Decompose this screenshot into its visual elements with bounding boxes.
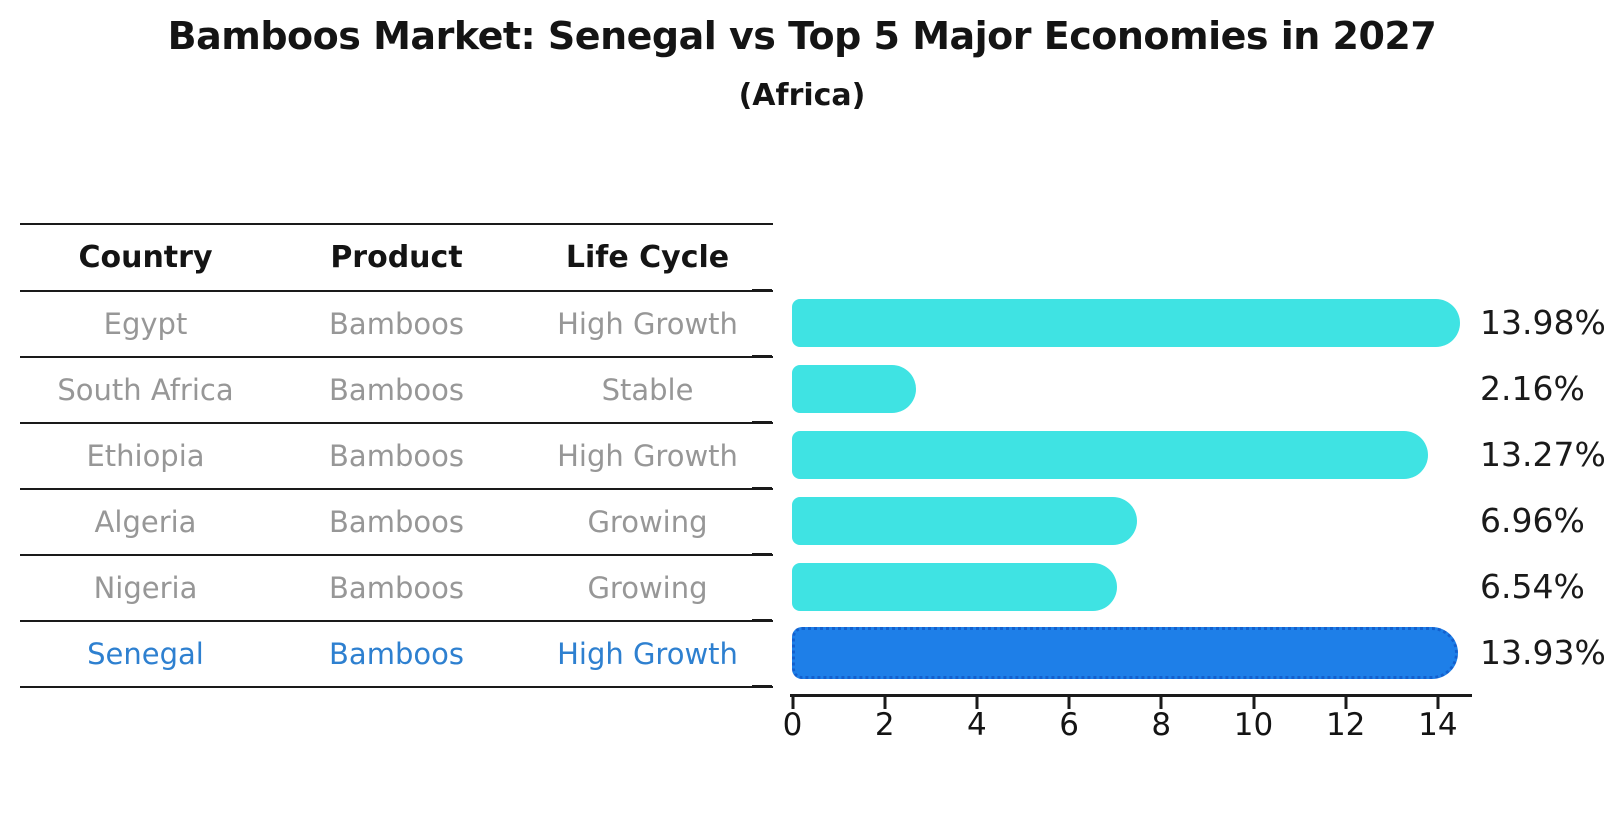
- cell-lifecycle: High Growth: [557, 637, 738, 671]
- x-tick: [1159, 697, 1163, 709]
- cell-lifecycle: Growing: [587, 571, 708, 605]
- table-row-egypt: Egypt Bamboos High Growth: [20, 292, 773, 358]
- x-tick: [975, 697, 979, 709]
- cell-product: Bamboos: [329, 505, 464, 539]
- y-tick: [752, 355, 772, 357]
- x-tick-label: 12: [1325, 707, 1366, 743]
- column-header-product: Product: [330, 240, 463, 275]
- x-tick-label: 8: [1151, 707, 1172, 743]
- chart-subtitle: (Africa): [738, 78, 866, 113]
- cell-country: Egypt: [103, 307, 188, 341]
- bar-row: [792, 554, 1460, 620]
- cell-country: Senegal: [87, 637, 204, 671]
- x-tick-label: 0: [782, 707, 803, 743]
- bar-nigeria: [792, 563, 1118, 611]
- bar-row: [792, 290, 1461, 356]
- table-row-ethiopia: Ethiopia Bamboos High Growth: [20, 424, 773, 490]
- bar-algeria: [792, 497, 1137, 545]
- value-label-algeria: 6.96%: [1480, 501, 1585, 540]
- x-tick-label: 10: [1233, 707, 1274, 743]
- table-row-algeria: Algeria Bamboos Growing: [20, 490, 773, 556]
- y-tick: [752, 289, 772, 291]
- bar-row: [792, 488, 1460, 554]
- y-tick: [752, 553, 772, 555]
- bar-ethiopia: [792, 431, 1428, 479]
- table-row-nigeria: Nigeria Bamboos Growing: [20, 556, 773, 622]
- bar-row: [792, 356, 1460, 422]
- table-row-senegal-highlighted: Senegal Bamboos High Growth: [20, 622, 773, 688]
- value-label-column: 13.98% 2.16% 13.27% 6.96% 6.54% 13.93%: [1480, 290, 1604, 686]
- x-tick: [791, 697, 794, 709]
- x-tick-label: 14: [1418, 707, 1458, 743]
- x-tick-label: 4: [967, 707, 987, 743]
- value-label-nigeria: 6.54%: [1480, 567, 1585, 606]
- value-label-egypt: 13.98%: [1480, 303, 1604, 342]
- y-tick: [752, 685, 772, 687]
- cell-lifecycle: Growing: [587, 505, 708, 539]
- column-header-lifecycle: Life Cycle: [565, 240, 730, 275]
- value-label-ethiopia: 13.27%: [1480, 435, 1604, 474]
- cell-product: Bamboos: [329, 373, 464, 407]
- cell-lifecycle: High Growth: [557, 307, 738, 341]
- x-axis-line: [790, 694, 1472, 697]
- y-tick: [752, 421, 772, 423]
- x-tick: [883, 697, 887, 709]
- cell-country: South Africa: [57, 373, 234, 407]
- cell-lifecycle: Stable: [601, 373, 694, 407]
- x-tick-label: 2: [874, 707, 895, 743]
- bar-row: [792, 620, 1460, 686]
- cell-country: Ethiopia: [86, 439, 205, 473]
- column-header-country: Country: [78, 240, 213, 275]
- x-tick: [1252, 697, 1255, 709]
- bar-egypt: [792, 299, 1461, 347]
- cell-product: Bamboos: [329, 439, 464, 473]
- cell-country: Nigeria: [93, 571, 198, 605]
- y-tick: [752, 619, 772, 621]
- value-label-senegal: 13.93%: [1480, 633, 1604, 672]
- y-tick: [752, 487, 772, 489]
- cell-product: Bamboos: [329, 637, 464, 671]
- bar-area: [792, 290, 1461, 686]
- cell-lifecycle: High Growth: [557, 439, 738, 473]
- x-tick: [1436, 697, 1440, 709]
- table-row-south-africa: South Africa Bamboos Stable: [20, 358, 773, 424]
- chart-title: Bamboos Market: Senegal vs Top 5 Major E…: [167, 14, 1437, 58]
- x-tick-label: 6: [1059, 707, 1079, 743]
- bar-row: [792, 422, 1460, 488]
- cell-country: Algeria: [94, 505, 197, 539]
- cell-product: Bamboos: [329, 307, 464, 341]
- x-tick: [1344, 697, 1348, 709]
- value-label-south-africa: 2.16%: [1480, 369, 1585, 408]
- bar-south-africa: [792, 365, 916, 413]
- x-tick: [1067, 697, 1071, 709]
- bar-senegal-highlighted: [792, 627, 1459, 679]
- country-table: Country Product Life Cycle Egypt Bamboos…: [20, 223, 773, 688]
- table-header-row: Country Product Life Cycle: [20, 225, 773, 292]
- cell-product: Bamboos: [329, 571, 464, 605]
